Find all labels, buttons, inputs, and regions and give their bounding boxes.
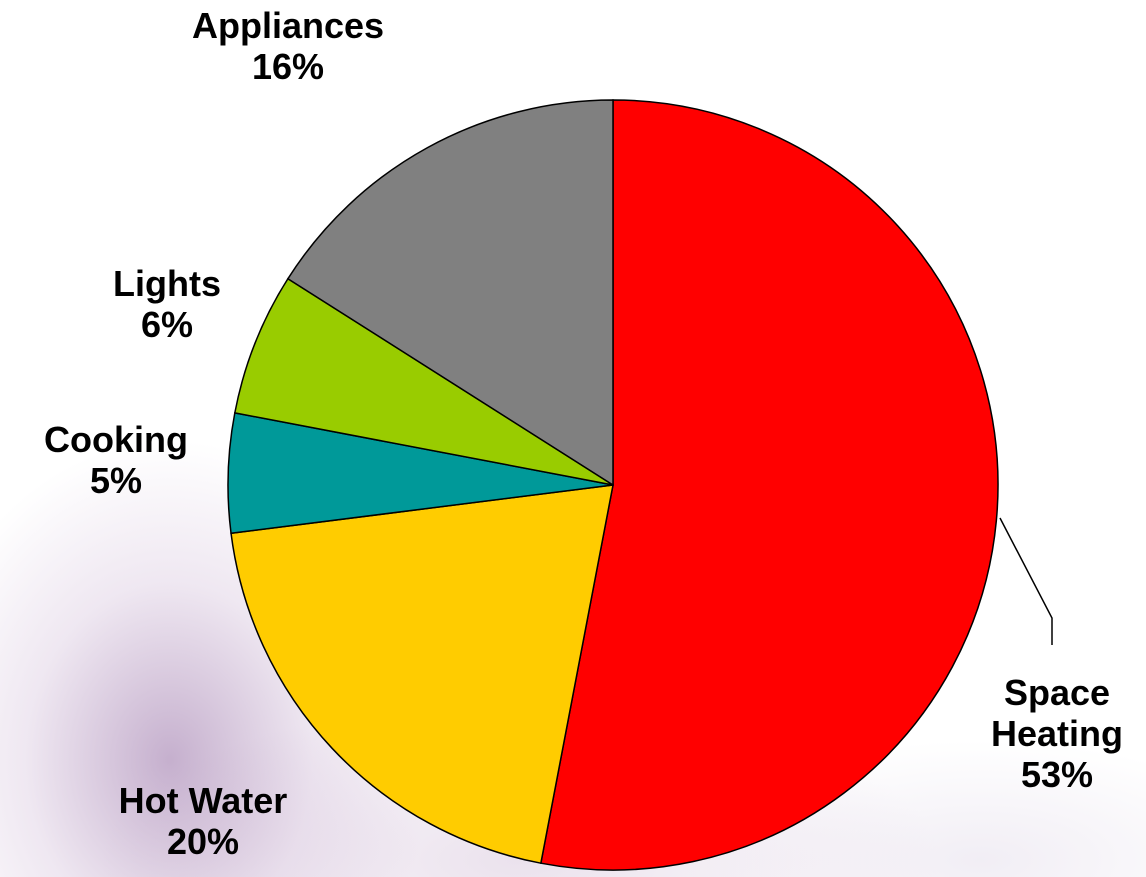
- slice-label-appliances: Appliances 16%: [192, 5, 384, 87]
- pie-slice-space-heating: [539, 99, 999, 871]
- slice-percent: 5%: [90, 460, 142, 501]
- pie-slice-lights: [233, 277, 614, 486]
- pie-slice-appliances: [286, 99, 614, 487]
- slice-name: Hot Water: [119, 780, 288, 821]
- pie-slices: [227, 99, 999, 871]
- slice-percent: 53%: [1021, 754, 1093, 795]
- pie-slice-hot-water: [230, 484, 614, 865]
- slice-name: Lights: [113, 263, 221, 304]
- slice-label-space-heating: Space Heating 53%: [991, 672, 1123, 795]
- slice-label-cooking: Cooking 5%: [44, 419, 188, 501]
- slice-name: Appliances: [192, 5, 384, 46]
- slice-percent: 20%: [167, 821, 239, 862]
- slice-percent: 16%: [252, 46, 324, 87]
- pie-labels: Space Heating 53% Hot Water 20% Cooking 5% Ligh…: [44, 5, 1123, 862]
- slice-label-hot-water: Hot Water 20%: [119, 780, 288, 862]
- slice-label-lights: Lights 6%: [113, 263, 221, 345]
- space-heating-leader-line: [999, 517, 1053, 645]
- slice-name: Space: [1004, 672, 1110, 713]
- slice-percent: 6%: [141, 304, 193, 345]
- slice-name: Cooking: [44, 419, 188, 460]
- slice-name: Heating: [991, 713, 1123, 754]
